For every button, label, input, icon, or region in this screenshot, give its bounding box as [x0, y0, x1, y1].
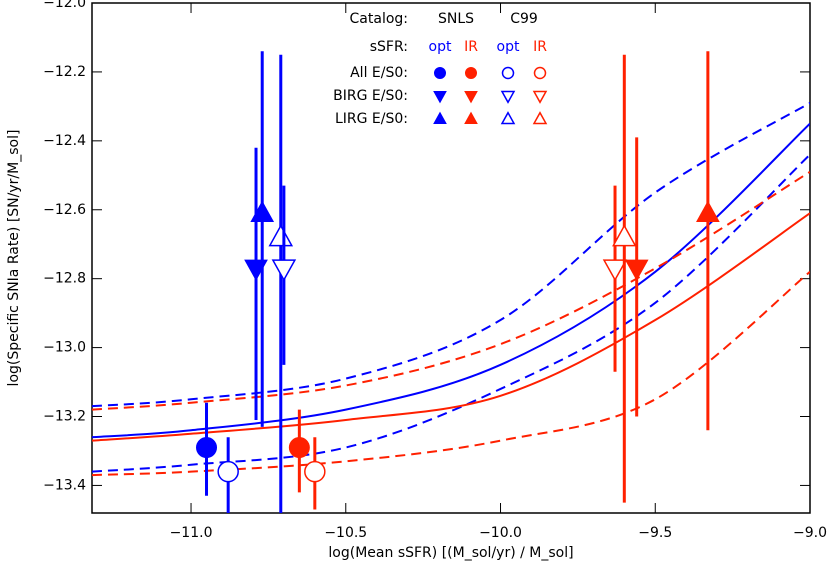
legend-symbol: [532, 111, 548, 125]
x-tick-label: −10.0: [479, 525, 522, 541]
legend-symbol: [464, 111, 478, 124]
legend-symbol: [434, 67, 446, 79]
model-curve: [92, 122, 810, 439]
legend-header: SNLS: [438, 11, 474, 27]
legend-symbol: [500, 111, 516, 125]
y-tick-label: −13.4: [43, 477, 86, 493]
legend-header: C99: [510, 11, 538, 27]
data-point: [602, 259, 628, 282]
data-point: [288, 437, 310, 459]
legend-header: sSFR:: [370, 39, 408, 55]
y-tick-label: −13.2: [43, 409, 86, 425]
y-tick-label: −12.8: [43, 271, 86, 287]
legend-header: opt: [497, 39, 520, 55]
data-point: [696, 200, 720, 222]
x-tick-label: −10.5: [324, 525, 367, 541]
data-point: [196, 437, 218, 459]
data-point: [612, 224, 637, 247]
data-point: [244, 259, 268, 281]
data-point: [271, 259, 297, 282]
y-tick-label: −12.4: [43, 133, 86, 149]
y-tick-label: −12.0: [43, 0, 86, 11]
model-curve: [92, 271, 810, 477]
legend-header: IR: [464, 39, 478, 55]
x-tick-label: −11.0: [170, 525, 213, 541]
y-tick-label: −12.2: [43, 64, 86, 80]
x-tick-label: −9.5: [638, 525, 672, 541]
y-tick-label: −12.6: [43, 202, 86, 218]
data-point: [304, 460, 326, 483]
legend-symbol: [532, 90, 548, 104]
legend-header: Catalog:: [350, 11, 408, 27]
data-point: [624, 259, 649, 281]
data-point: [268, 224, 294, 247]
legend-symbol: [464, 91, 478, 104]
plot-frame: [91, 2, 811, 514]
legend-symbol: [501, 66, 515, 80]
legend-label: LIRG E/S0:: [335, 111, 408, 127]
legend-symbol: [500, 90, 516, 104]
legend-symbol: [433, 111, 447, 124]
data-point: [250, 200, 275, 222]
x-tick-label: −9.0: [793, 525, 827, 541]
legend-symbol: [433, 91, 447, 104]
legend-symbol: [533, 66, 547, 80]
model-curve: [92, 171, 810, 411]
x-axis-label: log(Mean sSFR) [(M_sol/yr) / M_sol]: [328, 545, 573, 561]
legend-symbol: [465, 67, 477, 79]
legend-label: All E/S0:: [350, 65, 408, 81]
model-curve: [92, 212, 810, 442]
legend-label: BIRG E/S0:: [333, 88, 408, 104]
y-tick-label: −13.0: [43, 340, 86, 356]
y-axis-label: log(Specific SNIa Rate) [SN/yr/M_sol]: [6, 130, 22, 387]
model-curve: [92, 102, 810, 408]
legend-header: opt: [429, 39, 452, 55]
legend-header: IR: [533, 39, 547, 55]
model-curve: [92, 153, 810, 473]
data-point: [217, 460, 239, 483]
